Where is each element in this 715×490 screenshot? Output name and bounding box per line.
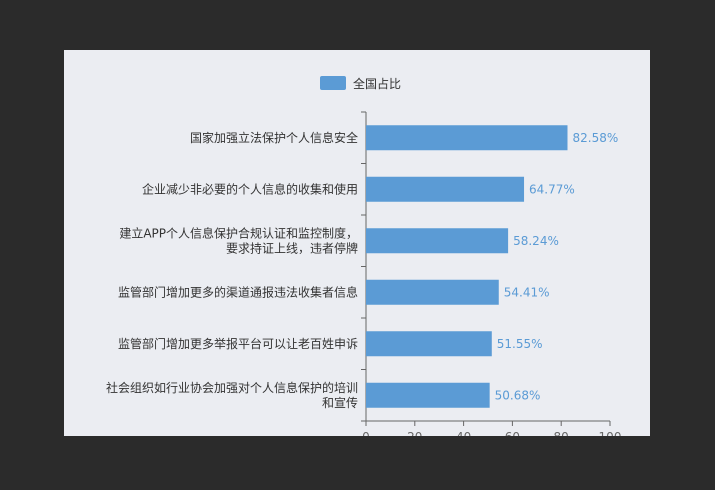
category-label: 建立APP个人信息保护合规认证和监控制度， [119,225,358,240]
bar[interactable] [366,125,568,151]
category-label: 企业减少非必要的个人信息的收集和使用 [142,181,358,196]
x-tick-label: 20 [407,430,422,436]
chart-panel: 全国占比 0 20 40 60 80 100 82.58% 国家加强立法保护个人信息安全 64.7… [64,50,650,436]
bar[interactable] [366,279,499,305]
x-tick-label: 80 [554,430,569,436]
x-tick-label: 60 [505,430,520,436]
x-tick-label: 40 [456,430,471,436]
bar[interactable] [366,382,490,408]
category-label: 监管部门增加更多举报平台可以让老百姓申诉 [118,336,358,351]
data-label: 50.68% [495,388,541,402]
legend-swatch[interactable] [320,76,346,90]
category-label: 要求持证上线，违者停牌 [226,240,358,255]
x-tick-label: 100 [599,430,622,436]
data-label: 82.58% [572,131,618,145]
x-tick-label: 0 [362,430,370,436]
bar[interactable] [366,228,509,254]
data-label: 54.41% [504,285,550,299]
legend-label[interactable]: 全国占比 [353,76,401,91]
bar[interactable] [366,176,525,202]
bar-chart: 全国占比 0 20 40 60 80 100 82.58% 国家加强立法保护个人信息安全 64.7… [106,76,622,436]
category-label: 国家加强立法保护个人信息安全 [190,130,358,145]
data-label: 51.55% [497,337,543,351]
category-label: 监管部门增加更多的渠道通报违法收集者信息 [118,284,358,299]
data-label: 64.77% [529,182,575,196]
data-label: 58.24% [513,234,559,248]
bar[interactable] [366,331,492,357]
category-label: 和宣传 [322,395,358,410]
category-label: 社会组织如行业协会加强对个人信息保护的培训 [106,380,358,395]
